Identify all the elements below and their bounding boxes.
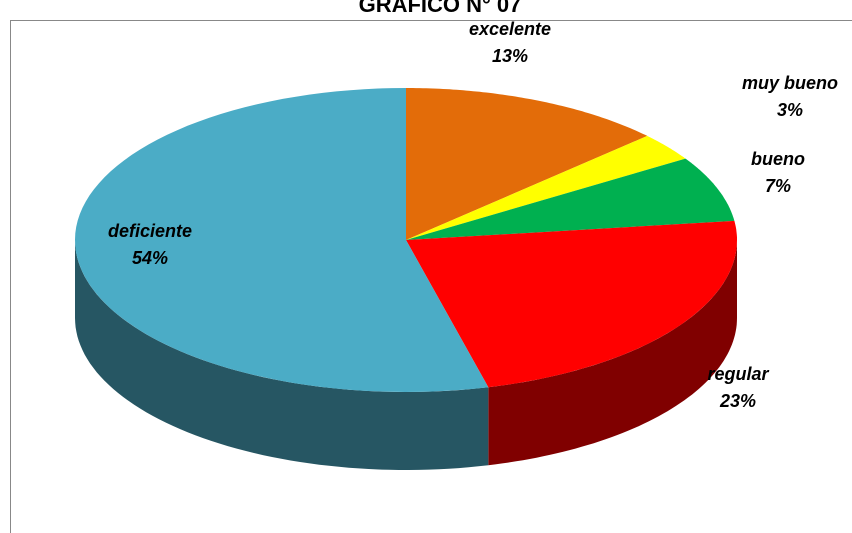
slice-value-label: 13% bbox=[492, 46, 528, 66]
slice-value-label: 7% bbox=[765, 176, 791, 196]
slice-value-label: 23% bbox=[719, 391, 756, 411]
slice-value-label: 3% bbox=[777, 100, 803, 120]
slice-label: regular bbox=[707, 364, 769, 384]
slice bbox=[406, 135, 686, 240]
chart-frame bbox=[10, 20, 852, 533]
slice-value-label: 54% bbox=[132, 248, 168, 268]
slice-label: bueno bbox=[751, 149, 805, 169]
slice bbox=[406, 158, 735, 240]
slice bbox=[75, 88, 489, 392]
slice-label: deficiente bbox=[108, 221, 192, 241]
slice-side bbox=[75, 240, 489, 470]
slice-label: muy bueno bbox=[742, 73, 838, 93]
slice-side bbox=[488, 240, 737, 466]
slice bbox=[406, 220, 737, 388]
slice bbox=[406, 88, 648, 240]
slice-label: excelente bbox=[469, 19, 551, 39]
chart-title: GRAFICO N° 07 bbox=[359, 0, 522, 17]
